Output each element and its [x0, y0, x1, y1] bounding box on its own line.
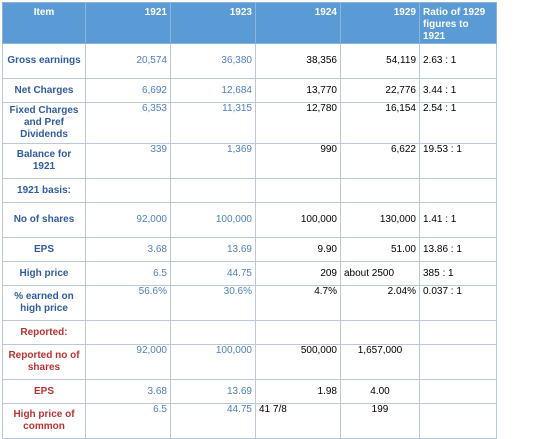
table-row: High price of common 6.5 44.75 41 7/8 19…	[2, 403, 497, 439]
row-label: Fixed Charges and Pref Dividends	[2, 102, 86, 144]
cell-1921: 6,353	[85, 102, 171, 144]
cell-1924: 500,000	[255, 344, 341, 380]
cell-1923	[170, 320, 256, 345]
cell-1929	[340, 320, 420, 345]
cell-1924: 9.90	[255, 237, 341, 262]
table-row: EPS 3.68 13.69 1.98 4.00	[2, 379, 497, 404]
header-1924: 1924	[255, 2, 341, 44]
cell-1923	[170, 178, 256, 203]
cell-1923: 12,684	[170, 78, 256, 103]
cell-ratio: 13.86 : 1	[419, 237, 497, 262]
table-row: Gross earnings 20,574 36,380 38,356 54,1…	[2, 43, 497, 79]
cell-ratio: 385 : 1	[419, 261, 497, 286]
cell-1921: 3.68	[85, 379, 171, 404]
table-row: EPS 3.68 13.69 9.90 51.00 13.86 : 1	[2, 237, 497, 262]
cell-ratio: 2.54 : 1	[419, 102, 497, 144]
section-label-basis: 1921 basis:	[2, 178, 86, 203]
table-row: Net Charges 6,692 12,684 13,770 22,776 3…	[2, 78, 497, 103]
cell-ratio	[419, 320, 497, 345]
cell-1923: 13.69	[170, 379, 256, 404]
header-1929: 1929	[340, 2, 420, 44]
row-label: Net Charges	[2, 78, 86, 103]
row-label: % earned on high price	[2, 285, 86, 321]
table-row: No of shares 92,000 100,000 100,000 130,…	[2, 202, 497, 238]
cell-1929: 1,657,000	[340, 344, 420, 380]
cell-1924: 38,356	[255, 43, 341, 79]
cell-1921: 6.5	[85, 403, 171, 439]
header-ratio: Ratio of 1929 figures to 1921	[419, 2, 497, 44]
table-row: % earned on high price 56.6% 30.6% 4.7% …	[2, 285, 497, 321]
cell-1924: 13,770	[255, 78, 341, 103]
cell-1929: 4.00	[340, 379, 420, 404]
cell-1923: 1,369	[170, 143, 256, 179]
cell-1923: 44.75	[170, 261, 256, 286]
row-label: No of shares	[2, 202, 86, 238]
cell-1921: 6.5	[85, 261, 171, 286]
cell-1924: 990	[255, 143, 341, 179]
cell-ratio	[419, 379, 497, 404]
row-label: EPS	[2, 379, 86, 404]
row-label: Gross earnings	[2, 43, 86, 79]
cell-1929: about 2500	[340, 261, 420, 286]
cell-1921: 3.68	[85, 237, 171, 262]
table-row: 1921 basis:	[2, 178, 497, 203]
cell-1929	[340, 178, 420, 203]
cell-ratio: 3.44 : 1	[419, 78, 497, 103]
cell-1929: 54,119	[340, 43, 420, 79]
cell-1921: 20,574	[85, 43, 171, 79]
cell-1929: 2.04%	[340, 285, 420, 321]
row-label: Reported no of shares	[2, 344, 86, 380]
cell-1929: 51.00	[340, 237, 420, 262]
cell-1924: 41 7/8	[255, 403, 341, 439]
cell-1929: 6,622	[340, 143, 420, 179]
cell-1924	[255, 178, 341, 203]
cell-1929: 16,154	[340, 102, 420, 144]
cell-1924: 1.98	[255, 379, 341, 404]
cell-ratio: 19.53 : 1	[419, 143, 497, 179]
header-item: Item	[2, 2, 86, 44]
row-label: EPS	[2, 237, 86, 262]
table-row: Balance for 1921 339 1,369 990 6,622 19.…	[2, 143, 497, 179]
cell-1921: 56.6%	[85, 285, 171, 321]
cell-1921: 339	[85, 143, 171, 179]
cell-1929: 199	[340, 403, 420, 439]
row-label: High price of common	[2, 403, 86, 439]
cell-1929: 130,000	[340, 202, 420, 238]
cell-1923: 36,380	[170, 43, 256, 79]
table-row: High price 6.5 44.75 209 about 2500 385 …	[2, 261, 497, 286]
cell-1921	[85, 178, 171, 203]
cell-1924: 209	[255, 261, 341, 286]
cell-1924	[255, 320, 341, 345]
cell-1921	[85, 320, 171, 345]
cell-1924: 12,780	[255, 102, 341, 144]
table-row: Reported no of shares 92,000 100,000 500…	[2, 344, 497, 380]
cell-1923: 30.6%	[170, 285, 256, 321]
cell-ratio	[419, 178, 497, 203]
cell-ratio	[419, 344, 497, 380]
cell-1923: 100,000	[170, 202, 256, 238]
cell-ratio: 0.037 : 1	[419, 285, 497, 321]
cell-ratio: 1.41 : 1	[419, 202, 497, 238]
cell-1924: 4.7%	[255, 285, 341, 321]
row-label: High price	[2, 261, 86, 286]
cell-1921: 92,000	[85, 202, 171, 238]
cell-1921: 6,692	[85, 78, 171, 103]
cell-ratio: 2.63 : 1	[419, 43, 497, 79]
table-row: Reported:	[2, 320, 497, 345]
cell-1924: 100,000	[255, 202, 341, 238]
section-label-reported: Reported:	[2, 320, 86, 345]
cell-1929: 22,776	[340, 78, 420, 103]
table-row: Fixed Charges and Pref Dividends 6,353 1…	[2, 102, 497, 144]
financial-comparison-table: Item 1921 1923 1924 1929 Ratio of 1929 f…	[2, 2, 497, 439]
cell-1923: 13.69	[170, 237, 256, 262]
cell-1923: 44.75	[170, 403, 256, 439]
row-label: Balance for 1921	[2, 143, 86, 179]
cell-1923: 100,000	[170, 344, 256, 380]
cell-ratio	[419, 403, 497, 439]
header-1923: 1923	[170, 2, 256, 44]
cell-1923: 11,315	[170, 102, 256, 144]
cell-1921: 92,000	[85, 344, 171, 380]
header-1921: 1921	[85, 2, 171, 44]
header-row: Item 1921 1923 1924 1929 Ratio of 1929 f…	[2, 2, 497, 44]
